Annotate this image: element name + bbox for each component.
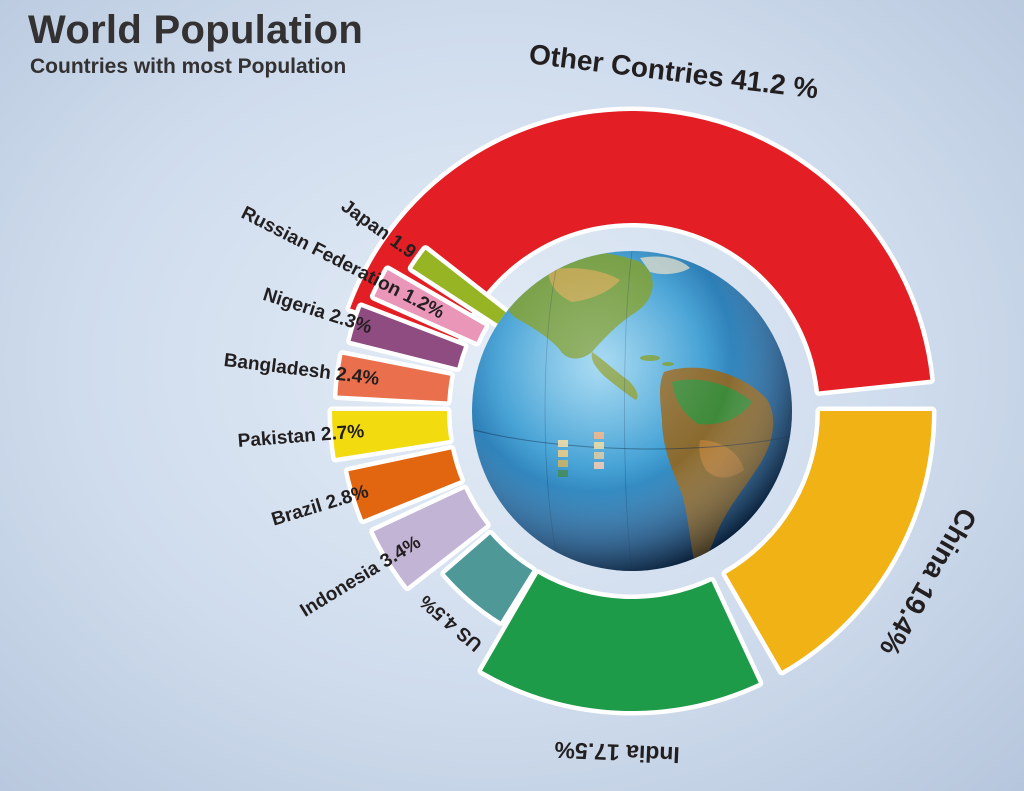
title-block: World Population Countries with most Pop…	[28, 6, 363, 80]
segment-india	[477, 569, 764, 716]
globe-illustration	[472, 251, 792, 571]
segments-layer	[327, 106, 937, 716]
segment-china	[721, 406, 937, 676]
label-other-contries: Other Contries 41.2 %	[527, 38, 820, 104]
segment-other-contries	[345, 106, 935, 396]
segment-pakistan	[327, 406, 454, 463]
label-brazil: Brazil 2.8%	[269, 481, 371, 530]
chart-title: World Population	[28, 8, 364, 52]
segment-us	[440, 529, 537, 626]
segment-brazil	[343, 444, 465, 525]
segment-indonesia	[369, 484, 491, 591]
segment-bangladesh	[332, 350, 455, 406]
segment-russian-federation	[369, 265, 490, 347]
segment-nigeria	[346, 302, 469, 372]
chart-subtitle: Countries with most Population	[30, 55, 347, 78]
label-india: India 17.5%	[554, 737, 680, 768]
